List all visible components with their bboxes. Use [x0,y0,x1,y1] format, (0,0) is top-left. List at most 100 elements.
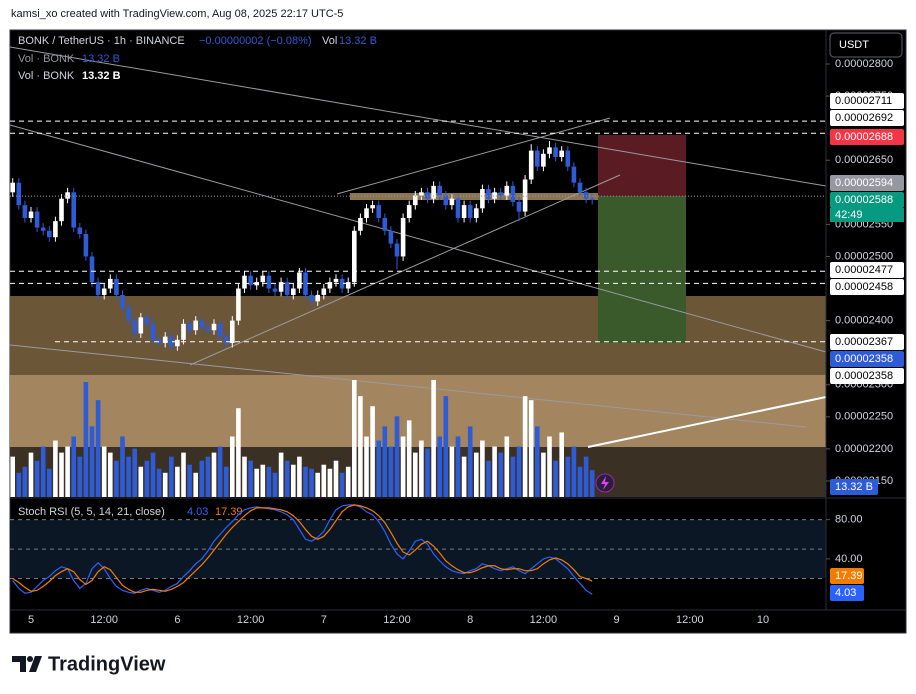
volume-bar [443,396,449,497]
x-tick-label: 5 [28,614,34,626]
volume-bar [309,468,314,497]
volume-bar [315,472,320,497]
volume-bar [510,456,516,497]
candle-body [34,211,40,228]
stop-box [598,135,686,196]
volume-bar [156,468,162,497]
volume-bar [528,400,534,497]
candle-body [583,192,589,199]
volume-bar [437,436,442,497]
volume-bar [278,452,284,497]
volume-bar [474,452,479,497]
volume-bar [553,460,558,497]
volume-bar [193,472,198,497]
volume-bar [431,380,436,497]
x-tick-label: 7 [321,614,327,626]
candle-body [10,182,15,193]
volume-bar [114,460,119,497]
candle-body [272,288,278,292]
y-tick-label: 0.00002650 [835,154,893,166]
stoch-k-value: 4.03 [187,506,208,518]
trendline [9,124,827,353]
x-tick-label: 12:00 [676,614,704,626]
candle-body [205,327,211,331]
value-label-bg [830,585,864,601]
volume-label: 13.32 B [835,481,873,493]
volume-bar [571,446,577,497]
candle-body [223,336,229,344]
stoch-title: Stoch RSI (5, 5, 14, 21, close) [18,506,165,518]
x-tick-label: 6 [174,614,180,626]
trendline [189,174,621,366]
price-label: 0.00002458 [835,281,893,293]
volume-bar [516,446,522,497]
volume-bar [101,446,107,497]
candle-body [266,275,272,289]
volume-bar [16,472,22,497]
candle-body [199,320,205,328]
trendline [587,396,827,448]
volume-bar [126,456,131,497]
candle-body [425,192,430,199]
price-label-bg [830,279,904,295]
x-tick-label: 12:00 [237,614,265,626]
candle-body [284,282,290,295]
volume-bar [266,466,272,497]
candle-body [559,150,564,158]
countdown: 42:49 [835,209,863,221]
x-tick-label: 9 [614,614,620,626]
candle-body [297,272,302,289]
price-label-bg [830,262,904,278]
volume-bar [321,464,327,497]
candle-body [413,195,418,206]
volume-bar [492,446,497,497]
volume-bar [333,460,339,497]
candle-body [364,208,369,218]
y-tick-label: 80.00 [835,514,863,526]
volume-bar [223,466,229,497]
candle-body [541,153,546,167]
y-tick-label: 0.00002250 [835,411,893,423]
candle-body [474,208,479,218]
candle-body [217,323,223,337]
candle-body [480,189,485,209]
candle-body [333,278,339,283]
candle-body [309,294,314,302]
volume-bar [211,452,217,497]
price-label: 0.00002711 [835,95,892,107]
volume-bar [175,466,180,497]
volume-bar [272,472,278,497]
price-label: 0.00002358 [835,353,893,365]
currency[interactable]: USDT [839,39,869,51]
volume-bar [162,472,168,497]
candle-body [461,205,467,218]
candle-body [358,217,363,231]
candle-body [327,282,333,289]
price-label-bg [830,129,904,145]
candle-body [144,317,150,324]
y-tick-label: 0.00002400 [835,314,893,326]
candle-body [565,150,571,167]
candle-body [382,217,388,231]
candle-body [406,205,412,218]
volume-bar [297,456,302,497]
trendline [9,46,827,187]
candle-body [53,221,58,238]
volume-bar [382,426,388,497]
candle-body [303,272,308,295]
volume-bar [547,436,552,497]
candle-body [443,195,449,206]
currency-button[interactable] [829,32,903,58]
candle-body [589,198,595,200]
volume-bar [467,426,473,497]
candle-body [486,189,491,199]
volume-bar [406,420,412,497]
candle-body [571,166,577,183]
zone [10,375,826,447]
candle-body [28,211,34,218]
header: kamsi_xo created with TradingView.com, A… [11,8,343,20]
candle-body [535,150,540,167]
x-tick-label: 12:00 [383,614,411,626]
volume-bar [400,436,406,497]
candle-body [431,185,436,199]
